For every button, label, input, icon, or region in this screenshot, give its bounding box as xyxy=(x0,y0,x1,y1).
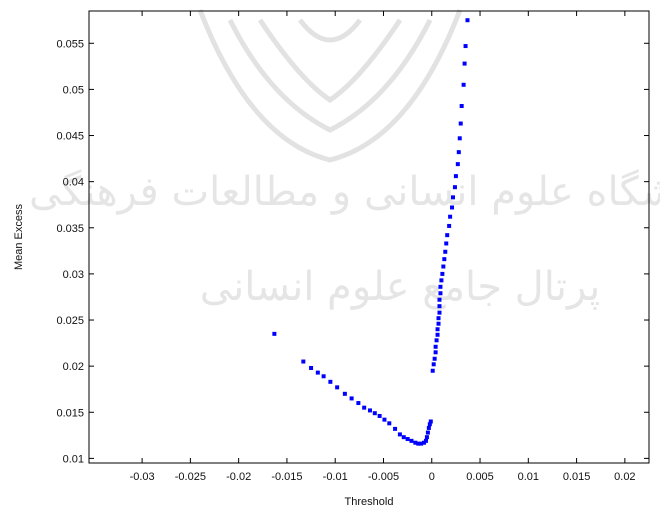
data-point xyxy=(428,419,433,424)
y-tick-label: 0.05 xyxy=(63,84,84,96)
data-point xyxy=(335,385,340,390)
data-point xyxy=(419,441,424,446)
data-point xyxy=(462,61,467,66)
data-point xyxy=(301,359,306,364)
y-tick-label: 0.03 xyxy=(63,269,84,281)
data-point xyxy=(426,425,431,430)
x-tick-label: -0.03 xyxy=(130,471,155,483)
data-point xyxy=(433,344,438,349)
data-point xyxy=(377,413,382,418)
y-tick-label: 0.025 xyxy=(56,315,84,327)
data-point xyxy=(387,421,392,426)
data-point xyxy=(437,310,442,315)
data-point xyxy=(423,438,428,443)
data-point xyxy=(453,174,458,179)
y-tick-label: 0.045 xyxy=(56,131,84,143)
data-point xyxy=(393,426,398,431)
y-tick-label: 0.04 xyxy=(63,177,84,189)
data-point xyxy=(272,331,277,336)
data-point xyxy=(440,271,445,276)
y-tick-label: 0.01 xyxy=(63,453,84,465)
data-point xyxy=(349,396,354,401)
watermark: پژوهشگاه علوم انسانی و مطالعات فرهنگی پر… xyxy=(29,9,660,310)
data-point xyxy=(372,411,377,416)
x-tick-label: -0.015 xyxy=(271,471,302,483)
x-tick-label: 0.01 xyxy=(518,471,539,483)
data-point xyxy=(424,435,429,440)
y-tick-label: 0.02 xyxy=(63,361,84,373)
data-point xyxy=(328,379,333,384)
data-point xyxy=(425,430,430,435)
data-point xyxy=(405,437,410,442)
x-tick-label: -0.02 xyxy=(226,471,251,483)
data-point xyxy=(382,417,387,422)
data-point xyxy=(342,391,347,396)
watermark-line2: پرتال جامع علوم انسانی xyxy=(200,264,601,310)
data-point xyxy=(433,350,438,355)
data-point xyxy=(458,121,463,126)
data-point xyxy=(456,150,461,155)
data-point xyxy=(451,195,455,200)
data-point xyxy=(445,233,450,238)
data-point xyxy=(430,368,435,373)
data-point xyxy=(436,321,441,326)
data-point xyxy=(448,214,453,219)
data-point xyxy=(367,408,372,413)
data-point xyxy=(444,241,449,246)
y-tick-label: 0.015 xyxy=(56,407,84,419)
data-point xyxy=(442,257,447,262)
data-point xyxy=(461,82,466,87)
data-point xyxy=(443,249,448,254)
data-point xyxy=(315,370,320,375)
data-point xyxy=(409,438,414,443)
data-point xyxy=(459,104,464,109)
data-point xyxy=(439,278,444,283)
data-point xyxy=(356,401,361,406)
data-point xyxy=(309,365,314,370)
data-point xyxy=(452,185,457,190)
data-point xyxy=(450,205,455,210)
data-point xyxy=(436,316,441,321)
data-point xyxy=(457,136,462,141)
data-point xyxy=(441,264,446,269)
data-point xyxy=(435,327,440,332)
data-point xyxy=(431,362,436,367)
data-point xyxy=(465,18,470,23)
data-point xyxy=(437,304,442,309)
data-point xyxy=(413,440,418,445)
data-point xyxy=(397,432,402,437)
data-point xyxy=(416,441,421,446)
data-point xyxy=(435,332,440,337)
data-point xyxy=(438,284,443,289)
data-point xyxy=(321,374,326,379)
x-tick-label: -0.01 xyxy=(323,471,348,483)
y-axis-ticks: 0.01 0.015 0.02 0.025 0.03 0.035 0.04 0.045 0.05… xyxy=(56,38,649,465)
x-tick-label: 0 xyxy=(429,471,435,483)
data-point xyxy=(401,435,406,440)
data-point xyxy=(455,162,460,167)
watermark-line1: پژوهشگاه علوم انسانی و مطالعات فرهنگی xyxy=(29,169,660,215)
data-point xyxy=(447,223,452,228)
x-tick-label: -0.005 xyxy=(368,471,399,483)
data-point xyxy=(437,297,442,302)
y-axis-label: Mean Excess xyxy=(13,203,25,270)
x-axis-label: Threshold xyxy=(345,496,394,508)
data-point xyxy=(427,422,432,427)
watermark-emblem xyxy=(197,9,463,163)
x-axis-ticks: -0.03 -0.025 -0.02 -0.015 -0.01 -0.005 0 0.005 0… xyxy=(130,11,636,483)
y-tick-label: 0.035 xyxy=(56,223,84,235)
y-tick-label: 0.055 xyxy=(56,38,84,50)
data-point xyxy=(434,338,439,343)
data-point xyxy=(438,291,443,296)
x-tick-label: 0.015 xyxy=(563,471,591,483)
plot-area-frame xyxy=(88,10,650,464)
x-tick-label: -0.025 xyxy=(175,471,206,483)
scatter-points xyxy=(272,18,470,446)
data-point xyxy=(362,405,367,410)
x-tick-label: 0.02 xyxy=(614,471,635,483)
data-point xyxy=(463,44,468,49)
data-point xyxy=(432,356,437,361)
x-tick-label: 0.005 xyxy=(466,471,494,483)
